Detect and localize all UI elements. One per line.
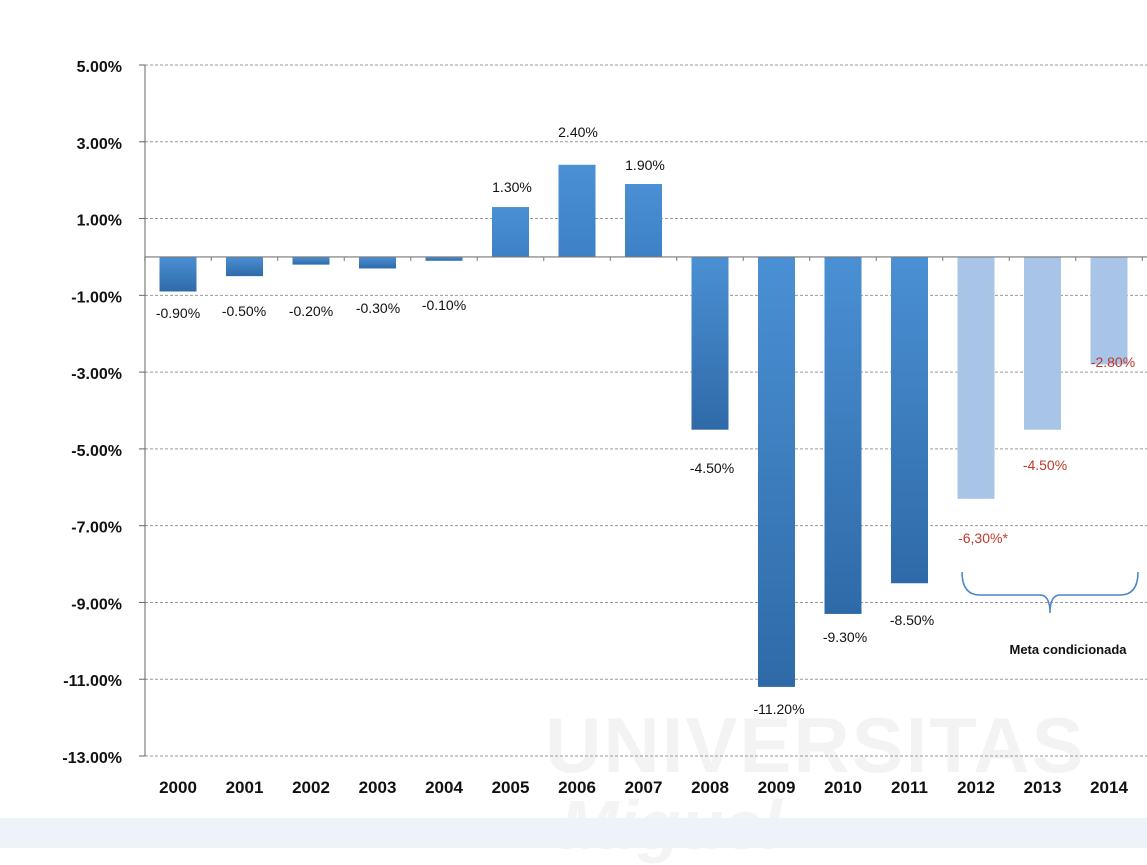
bar-2009 [758,256,795,687]
x-tick-label-2013: 2013 [1024,778,1062,797]
y-tick-label: -11.00% [63,673,122,690]
x-tick-label-2000: 2000 [159,778,197,797]
annotation-brace [961,571,1139,614]
watermark-universitas: UNIVERSITAS [545,700,1086,791]
y-tick-label: -3.00% [71,366,122,383]
bar-2007 [625,184,662,257]
bar-2003 [359,256,396,269]
y-tick-label: -5.00% [71,443,122,460]
bar-2012 [957,256,995,499]
data-label-2010: -9.30% [823,629,867,645]
bar-2004 [425,256,463,261]
bar-2001 [226,256,263,277]
x-tick-label-2004: 2004 [425,778,463,797]
x-tick-label-2003: 2003 [359,778,397,797]
annotation-label: Meta condicionada [1009,642,1127,657]
x-tick-label-2010: 2010 [824,778,862,797]
y-tick-label: -13.00% [62,750,122,767]
bar-2013 [1024,256,1061,430]
data-label-2000: -0.90% [156,305,200,321]
data-label-2001: -0.50% [222,303,266,319]
x-tick-label-2005: 2005 [492,778,530,797]
bar-2011 [891,256,928,584]
y-tick-label: 3.00% [77,136,122,153]
x-tick-label-2009: 2009 [758,778,796,797]
data-label-2011: -8.50% [890,612,934,628]
data-label-2014: -2.80% [1091,354,1135,370]
data-label-2004: -0.10% [422,297,466,313]
y-tick-label: -7.00% [71,520,122,537]
data-label-2013: -4.50% [1023,457,1067,473]
x-tick-label-2011: 2011 [891,778,928,797]
y-tick-label: 5.00% [77,59,122,76]
y-tick-label: -1.00% [71,289,122,306]
data-label-2008: -4.50% [690,460,734,476]
data-label-2002: -0.20% [289,303,333,319]
data-label-2009: -11.20% [753,701,804,717]
y-tick-label: 1.00% [77,213,122,230]
bar-2002 [292,256,330,265]
bar-2010 [824,256,862,614]
data-label-2007: 1.90% [625,157,665,173]
x-tick-label-2008: 2008 [691,778,729,797]
bar-2008 [691,256,729,430]
bar-2005 [492,207,529,257]
data-label-2003: -0.30% [356,300,400,316]
x-tick-label-2007: 2007 [625,778,663,797]
bottom-band [0,818,1147,848]
bar-2006 [558,164,596,257]
bar-2014 [1090,256,1128,365]
x-tick-label-2014: 2014 [1090,778,1128,797]
bar-2000 [159,256,197,292]
x-tick-label-2001: 2001 [226,778,264,797]
y-tick-label: -9.00% [71,596,122,613]
data-label-2012: -6,30%* [958,530,1008,546]
x-tick-label-2012: 2012 [957,778,995,797]
x-tick-label-2006: 2006 [558,778,596,797]
data-label-2005: 1.30% [492,179,532,195]
data-label-2006: 2.40% [558,124,598,140]
x-tick-label-2002: 2002 [292,778,330,797]
